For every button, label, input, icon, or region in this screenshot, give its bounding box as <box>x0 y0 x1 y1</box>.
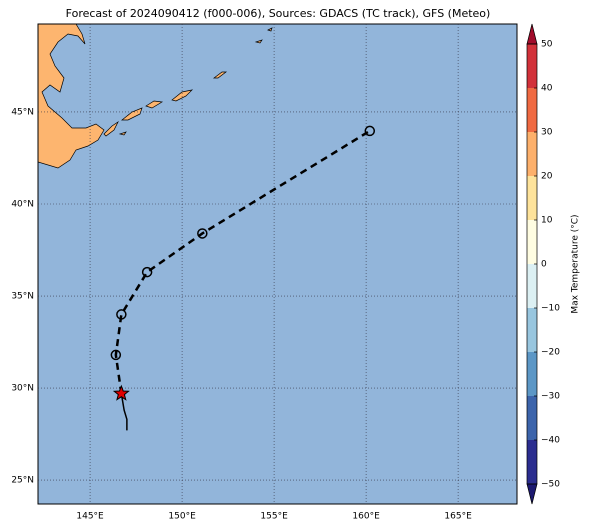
island <box>118 131 127 136</box>
colorbar-tick-label: −50 <box>541 480 560 490</box>
colorbar-segment <box>527 264 537 308</box>
y-tick-label: 40°N <box>11 200 34 210</box>
hokkaido <box>37 23 105 169</box>
island <box>254 39 263 44</box>
chart-title: Forecast of 2024090412 (f000-006), Sourc… <box>66 7 491 20</box>
colorbar-label: Max Temperature (°C) <box>571 214 581 313</box>
forecast-point <box>110 349 122 361</box>
colorbar-segment <box>527 440 537 484</box>
ocean <box>38 24 517 504</box>
x-tick-label: 150°E <box>168 512 196 522</box>
colorbar-tick-label: −30 <box>541 392 560 402</box>
colorbar-tick-label: 20 <box>541 172 553 182</box>
x-tick-label: 165°E <box>444 512 472 522</box>
colorbar-segment <box>527 88 537 132</box>
x-tick-label: 155°E <box>260 512 288 522</box>
forecast-point <box>364 125 376 137</box>
island <box>267 27 273 32</box>
colorbar-tick-label: −20 <box>541 348 560 358</box>
x-tick-label: 160°E <box>352 512 380 522</box>
colorbar-segment <box>527 220 537 264</box>
colorbar-segment <box>527 44 537 88</box>
current-position <box>112 384 130 401</box>
colorbar-segment <box>527 352 537 396</box>
colorbar-tick-label: 50 <box>541 40 553 50</box>
plot-frame <box>37 23 518 505</box>
forecast-track <box>114 129 371 394</box>
colorbar-extend <box>526 23 538 45</box>
island <box>103 120 119 137</box>
forecast-point <box>141 266 153 278</box>
colorbar-segment <box>527 396 537 440</box>
forecast-point <box>197 228 208 239</box>
y-tick-label: 45°N <box>11 107 34 117</box>
island <box>145 100 164 109</box>
colorbar-segment <box>527 132 537 176</box>
colorbar-extend <box>526 483 538 505</box>
island <box>121 107 143 121</box>
y-tick-label: 25°N <box>11 476 34 486</box>
x-tick-label: 145°E <box>76 512 104 522</box>
island <box>171 89 194 102</box>
colorbar-tick-label: 10 <box>541 216 553 226</box>
land <box>37 23 273 169</box>
colorbar-tick-label: −40 <box>541 436 560 446</box>
colorbar-segment <box>527 308 537 352</box>
colorbar-tick-label: 30 <box>541 128 553 138</box>
colorbar-tick-label: 40 <box>541 84 553 94</box>
colorbar-tick-label: 0 <box>541 260 547 270</box>
y-tick-label: 35°N <box>11 292 34 302</box>
colorbar-segment <box>527 176 537 220</box>
y-tick-label: 30°N <box>11 384 34 394</box>
past-track <box>120 393 128 431</box>
island <box>212 71 228 79</box>
forecast-point <box>116 309 127 320</box>
colorbar-tick-label: −10 <box>541 304 560 314</box>
